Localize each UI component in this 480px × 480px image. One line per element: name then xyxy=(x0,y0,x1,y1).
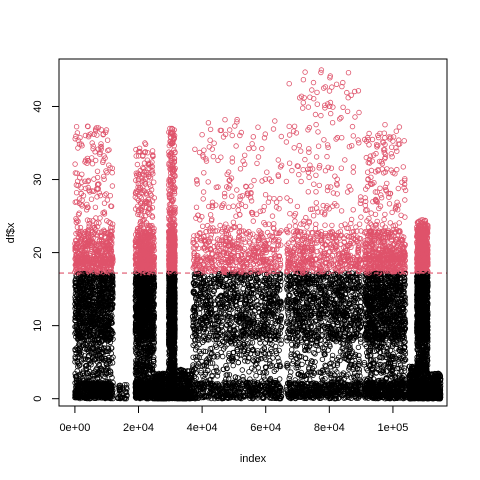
data-point xyxy=(88,281,94,287)
data-point xyxy=(109,374,115,381)
data-point xyxy=(96,361,102,368)
data-point xyxy=(87,333,93,339)
data-point xyxy=(106,354,112,361)
data-point xyxy=(83,362,89,369)
data-point xyxy=(107,336,114,342)
data-point xyxy=(90,373,96,379)
data-point xyxy=(108,345,115,351)
data-points xyxy=(72,67,444,402)
data-point xyxy=(104,266,110,273)
data-point xyxy=(110,336,116,342)
data-point xyxy=(102,374,108,380)
data-point xyxy=(105,345,111,351)
data-point xyxy=(73,376,80,383)
data-point xyxy=(84,340,91,346)
data-point xyxy=(82,363,89,369)
data-point xyxy=(88,362,94,368)
data-point xyxy=(90,351,97,357)
data-point xyxy=(78,343,84,350)
data-point xyxy=(76,340,83,346)
